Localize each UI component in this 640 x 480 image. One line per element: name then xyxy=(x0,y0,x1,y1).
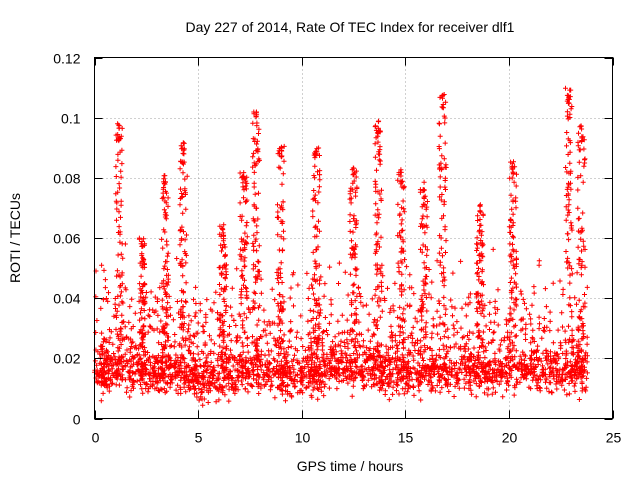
x-tick-label: 0 xyxy=(92,430,100,446)
x-tick-label: 25 xyxy=(606,430,622,446)
y-tick-label: 0.06 xyxy=(53,231,80,247)
x-tick-label: 15 xyxy=(398,430,414,446)
y-tick-label: 0.12 xyxy=(53,51,80,67)
y-tick-label: 0.08 xyxy=(53,171,80,187)
x-axis-label: GPS time / hours xyxy=(297,458,404,474)
y-tick-label: 0.04 xyxy=(53,291,80,307)
y-tick-label: 0.02 xyxy=(53,351,80,367)
y-tick-label: 0.1 xyxy=(61,111,81,127)
y-axis-label: ROTI / TECUs xyxy=(7,193,23,283)
x-tick-label: 5 xyxy=(195,430,203,446)
x-tick-label: 10 xyxy=(295,430,311,446)
data-points xyxy=(92,85,590,408)
axis-ticks: 0 0.02 0.04 0.06 0.08 0.1 0.12 0 5 10 15 20 25 xyxy=(53,51,621,446)
chart-title: Day 227 of 2014, Rate Of TEC Index for r… xyxy=(186,19,515,35)
y-tick-label: 0 xyxy=(73,412,81,428)
roti-markers xyxy=(92,85,590,408)
x-tick-label: 20 xyxy=(502,430,518,446)
